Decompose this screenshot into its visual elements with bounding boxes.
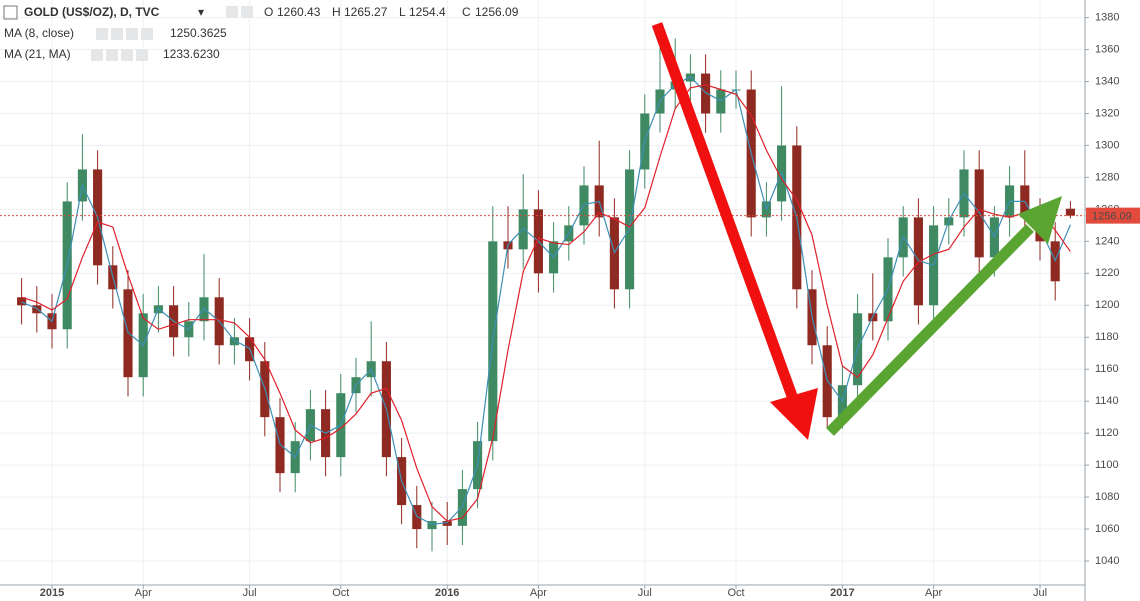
x-tick-label: Apr [925,587,942,599]
ma-line [21,84,1071,522]
candle-body [1065,208,1075,216]
y-tick-label: 1380 [1095,11,1119,23]
candle-body [229,337,239,346]
legend-entry: MA (8, close) [4,26,74,40]
candle-body [427,521,437,530]
y-tick-label: 1140 [1095,395,1119,407]
candle-body [913,217,923,306]
icons [91,49,148,61]
x-tick-label: Jul [638,587,652,599]
candle-body [123,289,133,378]
grid [0,0,1085,585]
last-price-label: 1256.09 [1092,211,1132,223]
ohlc-label: H [332,5,341,19]
x-tick-label: Oct [332,587,349,599]
ohlc-value: 1260.43 [277,5,321,19]
red-arrow-shaft [651,22,798,398]
y-tick-label: 1280 [1095,171,1119,183]
candle-body [275,417,285,474]
ma-line [21,75,1071,525]
y-tick-label: 1200 [1095,299,1119,311]
ohlc-value: 1265.27 [344,5,388,19]
annotation-arrows [651,22,1062,440]
candle-body [716,89,726,114]
last-price-tag [1086,207,1140,224]
y-tick-label: 1160 [1095,363,1119,375]
candle-body [442,521,452,526]
y-tick-label: 1240 [1095,235,1119,247]
x-tick-label: 2016 [435,587,459,599]
x-tick-label: Oct [727,587,744,599]
legend-entry: MA (21, MA) [4,47,71,61]
legend-value: 1233.6230 [163,47,220,61]
candle-body [32,305,42,314]
ohlc-value: 1254.4 [409,5,446,19]
green-arrow-head [1018,196,1062,244]
symbol-icon [3,5,18,20]
y-tick-label: 1120 [1095,427,1119,439]
x-tick-label: 2015 [40,587,64,599]
icons [96,28,153,40]
candle-body [17,297,27,306]
x-tick-label: Apr [135,587,152,599]
symbol-title: GOLD (US$/OZ), D, TVC [24,5,160,19]
y-tick-label: 1360 [1095,43,1119,55]
candle-body [412,505,422,530]
red-arrow-head [770,388,818,440]
axes: 1040 1060 1080 1100 1120 1140 1160 1180 1200 1220… [40,11,1140,599]
y-tick-label: 1180 [1095,331,1119,343]
y-tick-label: 1080 [1095,491,1119,503]
ohlc-label: L [399,5,406,19]
ohlc-label: C [462,5,471,19]
green-arrow-shaft [826,224,1034,436]
x-tick-label: Jul [243,587,257,599]
legend-value: 1250.3625 [170,26,227,40]
legend: GOLD (US$/OZ), D, TVC ▾ O 1260.43 H 1265… [3,5,519,61]
y-tick-label: 1100 [1095,459,1119,471]
y-tick-label: 1040 [1095,555,1119,567]
x-tick-label: 2017 [830,587,854,599]
x-tick-label: Jul [1033,587,1047,599]
dropdown: ▾ [198,5,204,19]
y-tick-label: 1340 [1095,75,1119,87]
candle-body [701,73,711,114]
x-tick-label: Apr [530,587,547,599]
ohlc-label: O [264,5,273,19]
y-tick-label: 1220 [1095,267,1119,279]
y-tick-label: 1300 [1095,139,1119,151]
y-tick-label: 1060 [1095,523,1119,535]
y-tick-label: 1320 [1095,107,1119,119]
icons [226,6,253,18]
ohlc-value: 1256.09 [475,5,519,19]
